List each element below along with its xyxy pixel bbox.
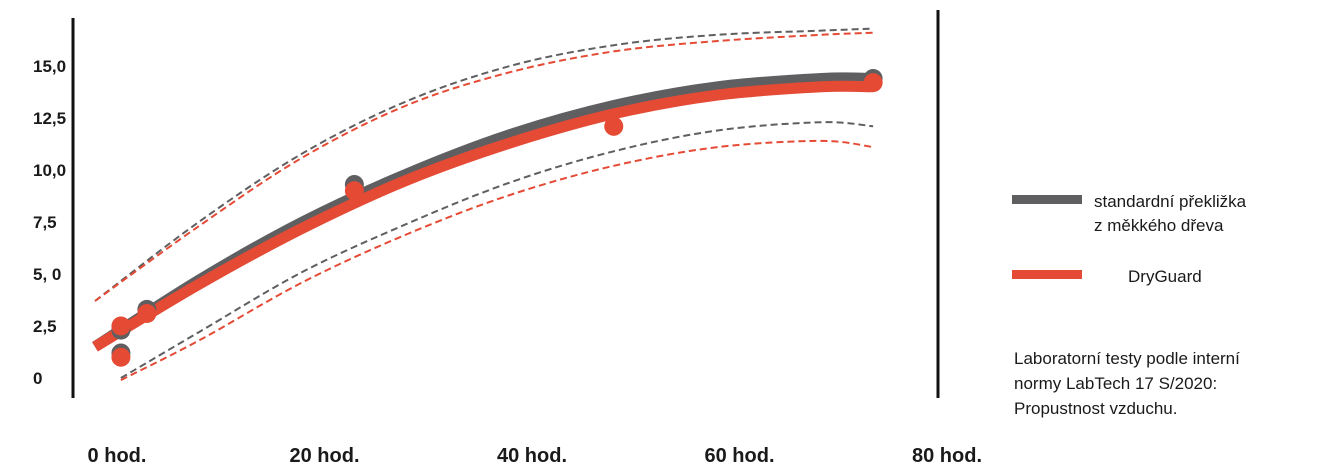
y-tick-label: 0: [33, 369, 42, 388]
data-points: [111, 68, 883, 367]
y-tick-label: 7,5: [33, 213, 57, 232]
x-tick-label: 60 hod.: [704, 445, 774, 467]
legend-item-dryguard: DryGuard: [1012, 265, 1202, 289]
confidence-band-upper-standard-plywood: [94, 27, 874, 302]
note-line: normy LabTech 17 S/2020:: [1014, 374, 1218, 393]
legend-swatch-standard-plywood: [1012, 195, 1082, 204]
legend-label-line: DryGuard: [1128, 267, 1202, 286]
confidence-band-upper-dryguard: [94, 31, 874, 302]
data-point-dryguard: [111, 316, 131, 336]
legend-label-line: z měkkého dřeva: [1094, 216, 1224, 235]
legend-label-standard-plywood: standardní překližka z měkkého dřeva: [1094, 190, 1246, 238]
data-point-dryguard: [863, 73, 883, 93]
x-tick-label: 80 hod.: [912, 445, 982, 467]
y-tick-label: 10,0: [33, 161, 66, 180]
confidence-band-lower-dryguard: [120, 139, 874, 381]
note-line: Propustnost vzduchu.: [1014, 399, 1178, 418]
x-tick-labels: 0 hod. 20 hod. 40 hod. 60 hod. 80 hod.: [88, 445, 982, 467]
data-point-dryguard: [344, 181, 364, 201]
data-point-dryguard: [604, 116, 624, 136]
y-tick-label: 12,5: [33, 109, 66, 128]
y-tick-labels: 0 2,5 5, 0 7,5 10,0 12,5 15,0: [33, 57, 66, 388]
data-point-dryguard: [137, 304, 157, 324]
y-tick-label: 15,0: [33, 57, 66, 76]
legend-swatch-dryguard: [1012, 270, 1082, 279]
fit-curves: [92, 72, 874, 352]
y-tick-label: 2,5: [33, 317, 57, 336]
x-tick-label: 20 hod.: [289, 445, 359, 467]
confidence-band-lower-standard-plywood: [120, 121, 874, 379]
x-tick-label: 0 hod.: [88, 445, 147, 467]
note-line: Laboratorní testy podle interní: [1014, 349, 1240, 368]
legend-item-standard-plywood: standardní překližka z měkkého dřeva: [1012, 190, 1246, 238]
y-tick-label: 5, 0: [33, 265, 61, 284]
legend-label-dryguard: DryGuard: [1128, 265, 1202, 289]
x-tick-label: 40 hod.: [497, 445, 567, 467]
data-point-dryguard: [111, 347, 131, 367]
confidence-bands: [94, 27, 874, 381]
test-note: Laboratorní testy podle interní normy La…: [1014, 346, 1314, 421]
legend-label-line: standardní překližka: [1094, 192, 1247, 211]
fit-curve-dryguard: [92, 80, 874, 352]
